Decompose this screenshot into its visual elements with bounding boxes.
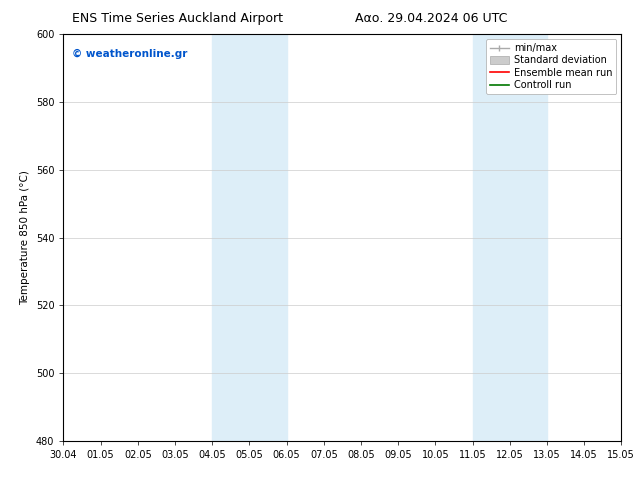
Bar (472, 34, 547, 441)
Y-axis label: Temperature 850 hPa (°C): Temperature 850 hPa (°C) (20, 170, 30, 305)
Text: © weatheronline.gr: © weatheronline.gr (72, 49, 187, 59)
Bar (212, 34, 287, 441)
Text: Ααο. 29.04.2024 06 UTC: Ααο. 29.04.2024 06 UTC (355, 12, 507, 25)
Legend: min/max, Standard deviation, Ensemble mean run, Controll run: min/max, Standard deviation, Ensemble me… (486, 39, 616, 94)
Text: ENS Time Series Auckland Airport: ENS Time Series Auckland Airport (72, 12, 283, 25)
